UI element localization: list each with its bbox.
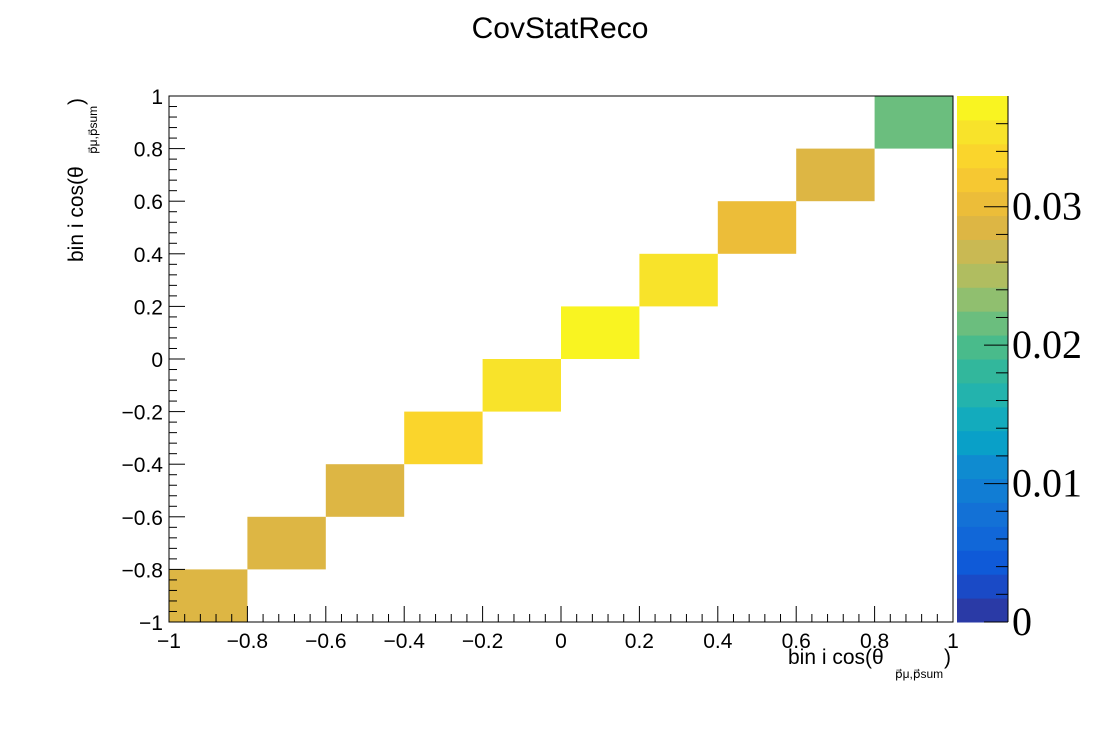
x-axis: −1 −0.8 −0.6 −0.4 −0.2 0 0.2 0.4 0.6 0.8 1 — [157, 606, 959, 653]
y-axis-label-main: bin i cos(θ — [65, 166, 88, 262]
x-tick-label: 0.8 — [860, 630, 889, 653]
heatmap-cell — [247, 516, 326, 570]
x-axis-label-close-paren: ) — [944, 646, 951, 669]
palette-band — [957, 96, 1008, 121]
y-tick-label: −0.4 — [122, 454, 164, 477]
x-axis-label: bin i cos(θ p⃗μ,p⃗sum ) — [788, 646, 951, 681]
z-tick-label: 0.02 — [1012, 322, 1082, 367]
palette-band — [957, 239, 1008, 264]
x-tick-label: −0.4 — [383, 630, 425, 653]
heatmap-cell — [874, 96, 953, 149]
x-tick-label: −1 — [157, 630, 181, 653]
palette-band — [957, 215, 1008, 240]
palette-band — [957, 143, 1008, 169]
chart-title: CovStatReco — [472, 12, 649, 45]
palette-band — [957, 406, 1008, 432]
y-axis-label-subscript: p⃗μ,p⃗sum — [86, 106, 100, 154]
z-axis: 0 0.01 0.02 0.03 — [984, 96, 1082, 644]
y-tick-label: −0.2 — [122, 402, 163, 425]
x-tick-label: 0.4 — [703, 630, 733, 653]
palette-band — [957, 574, 1008, 599]
y-tick-label: 0 — [151, 349, 163, 372]
palette-band — [957, 478, 1008, 503]
z-tick-label: 0.01 — [1012, 461, 1082, 506]
heatmap-cells — [169, 96, 953, 622]
x-tick-label: 0.2 — [625, 630, 654, 653]
heatmap-cell — [169, 569, 248, 622]
palette-band — [957, 502, 1008, 527]
x-tick-label: 1 — [947, 630, 959, 653]
heatmap-cell — [404, 411, 483, 465]
z-tick-label: 0.03 — [1012, 184, 1082, 229]
y-axis-label: bin i cos(θ p⃗μ,p⃗sum ) — [65, 98, 100, 262]
y-tick-label: 0.8 — [134, 139, 163, 162]
palette-band — [957, 550, 1008, 575]
y-axis: −1 −0.8 −0.6 −0.4 −0.2 0 0.2 0.4 0.6 0.8 1 — [122, 86, 185, 635]
palette-band — [957, 167, 1008, 193]
x-tick-label: 0 — [555, 630, 567, 653]
palette-band — [957, 359, 1008, 384]
palette-band — [957, 454, 1008, 480]
palette-band — [957, 311, 1008, 336]
heatmap-cell — [639, 253, 718, 307]
palette-band — [957, 598, 1008, 623]
heatmap-cell — [796, 148, 875, 202]
palette-band — [957, 430, 1008, 456]
y-tick-label: 1 — [151, 86, 163, 109]
x-tick-label: −0.2 — [462, 630, 503, 653]
heatmap-cell — [561, 306, 640, 359]
heatmap-cell — [325, 464, 405, 517]
y-axis-label-close-paren: ) — [65, 98, 88, 105]
y-tick-label: −1 — [139, 612, 163, 635]
palette-band — [957, 287, 1008, 312]
palette-band — [957, 382, 1008, 408]
y-tick-label: −0.6 — [122, 507, 163, 530]
svg-text:bin i cos(θ: bin i cos(θ — [65, 166, 88, 262]
svg-text:bin i cos(θ: bin i cos(θ — [788, 646, 884, 669]
x-tick-label: −0.8 — [227, 630, 268, 653]
heatmap-cell — [482, 359, 561, 412]
x-tick-label: 0.6 — [782, 630, 811, 653]
x-axis-label-main: bin i cos(θ — [788, 646, 884, 669]
x-tick-label: −0.6 — [305, 630, 346, 653]
heatmap-cell — [717, 201, 797, 254]
z-tick-label: 0 — [1012, 599, 1032, 644]
y-tick-label: −0.8 — [122, 559, 163, 582]
y-tick-label: 0.4 — [134, 244, 164, 267]
palette-band — [957, 191, 1008, 217]
color-palette — [957, 96, 1008, 623]
palette-band — [957, 335, 1008, 360]
y-tick-label: 0.6 — [134, 191, 163, 214]
palette-band — [957, 263, 1008, 288]
x-axis-label-subscript: p⃗μ,p⃗sum — [895, 667, 943, 681]
y-tick-label: 0.2 — [134, 296, 163, 319]
